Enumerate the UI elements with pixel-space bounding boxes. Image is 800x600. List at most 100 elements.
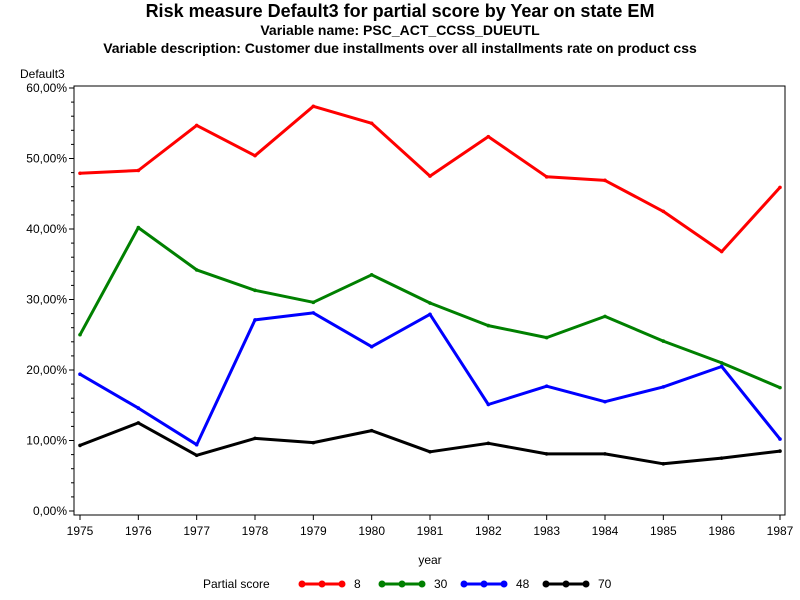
series-line-70 xyxy=(79,421,781,466)
x-tick-label: 1982 xyxy=(475,524,502,538)
x-tick-label: 1986 xyxy=(708,524,735,538)
x-tick-label: 1987 xyxy=(767,524,794,538)
data-point-70 xyxy=(311,440,316,445)
data-point-70 xyxy=(194,453,199,458)
data-point-48 xyxy=(253,318,257,322)
data-point-70 xyxy=(661,461,666,466)
y-tick-label: 40,00% xyxy=(26,222,67,236)
data-point-30 xyxy=(78,332,82,337)
data-point-70 xyxy=(719,456,724,460)
data-point-48 xyxy=(544,384,549,389)
data-point-48 xyxy=(719,364,724,369)
y-axis-label: Default3 xyxy=(20,67,65,81)
legend-marker-8 xyxy=(338,580,346,588)
data-point-48 xyxy=(486,402,491,407)
data-point-48 xyxy=(78,372,82,377)
y-axis: 0,00% 10,00% 20,00% 30,00% 40,00% 50,00% 60,00… xyxy=(26,81,74,518)
legend-marker-48 xyxy=(460,580,468,588)
x-tick-label: 1976 xyxy=(125,524,152,538)
series-lines xyxy=(78,104,782,466)
x-tick-label: 1978 xyxy=(242,524,269,538)
legend-title: Partial score xyxy=(203,577,270,591)
data-point-8 xyxy=(544,175,549,179)
data-point-30 xyxy=(369,273,374,277)
data-point-70 xyxy=(544,452,549,456)
data-point-70 xyxy=(136,421,141,425)
data-point-30 xyxy=(311,300,316,305)
data-point-70 xyxy=(253,436,257,441)
x-tick-label: 1984 xyxy=(592,524,619,538)
data-point-48 xyxy=(778,437,782,441)
legend-marker-30 xyxy=(398,580,406,588)
x-axis: 1975 1976 1977 1978 1979 1980 1981 1982 1983 1984… xyxy=(67,515,794,538)
x-tick-label: 1981 xyxy=(417,524,444,538)
data-point-8 xyxy=(253,153,257,158)
data-point-8 xyxy=(369,121,374,126)
data-point-70 xyxy=(78,443,82,448)
y-tick-label: 20,00% xyxy=(26,363,67,377)
series-line-8 xyxy=(79,104,782,254)
data-point-8 xyxy=(136,168,141,173)
x-tick-label: 1980 xyxy=(358,524,385,538)
legend-marker-70 xyxy=(542,580,550,588)
data-point-8 xyxy=(603,178,607,183)
data-point-8 xyxy=(661,209,666,214)
data-point-48 xyxy=(194,442,199,447)
data-point-8 xyxy=(311,104,316,109)
series-line-30 xyxy=(78,226,781,389)
chart-subtitle-variable-description: Variable description: Customer due insta… xyxy=(103,40,697,56)
legend-marker-70 xyxy=(582,580,590,588)
data-point-8 xyxy=(194,123,199,128)
data-point-8 xyxy=(428,174,432,178)
data-point-30 xyxy=(778,385,782,390)
x-tick-label: 1979 xyxy=(300,524,327,538)
legend-label-70: 70 xyxy=(598,577,612,591)
data-point-30 xyxy=(603,314,607,319)
data-point-30 xyxy=(661,339,666,343)
legend-marker-30 xyxy=(418,580,426,588)
legend-marker-8 xyxy=(318,580,326,588)
data-point-48 xyxy=(603,399,607,404)
y-tick-label: 50,00% xyxy=(26,152,67,166)
legend-marker-48 xyxy=(500,580,508,588)
data-point-30 xyxy=(544,335,549,340)
data-point-48 xyxy=(661,385,666,389)
y-tick-label: 60,00% xyxy=(26,81,67,95)
data-point-8 xyxy=(778,185,782,190)
x-tick-label: 1977 xyxy=(183,524,210,538)
data-point-30 xyxy=(486,323,491,328)
data-point-70 xyxy=(369,428,374,433)
legend-label-48: 48 xyxy=(516,577,530,591)
x-tick-label: 1985 xyxy=(650,524,677,538)
data-point-8 xyxy=(486,134,491,139)
data-point-70 xyxy=(778,449,782,453)
data-point-70 xyxy=(428,449,432,454)
data-point-30 xyxy=(136,225,141,230)
legend-marker-70 xyxy=(562,580,570,588)
legend-label-30: 30 xyxy=(434,577,448,591)
data-point-8 xyxy=(78,171,82,176)
legend-marker-30 xyxy=(378,580,386,588)
legend-label-8: 8 xyxy=(354,577,361,591)
data-point-48 xyxy=(136,406,141,410)
series-line-48 xyxy=(79,311,782,447)
data-point-70 xyxy=(603,452,607,456)
data-point-30 xyxy=(194,268,199,272)
y-tick-label: 0,00% xyxy=(33,504,67,518)
data-point-48 xyxy=(311,311,316,315)
data-point-48 xyxy=(369,344,374,349)
x-tick-label: 1983 xyxy=(533,524,560,538)
chart-subtitle-variable-name: Variable name: PSC_ACT_CCSS_DUEUTL xyxy=(260,22,540,38)
legend-marker-48 xyxy=(480,580,488,588)
legend: 8 30 48 70 xyxy=(298,577,612,591)
legend-marker-8 xyxy=(298,580,306,588)
data-point-30 xyxy=(253,288,257,293)
x-axis-label: year xyxy=(418,553,441,567)
y-tick-label: 10,00% xyxy=(26,434,67,448)
data-point-70 xyxy=(486,441,491,446)
y-tick-label: 30,00% xyxy=(26,293,67,307)
data-point-30 xyxy=(719,361,724,365)
data-point-48 xyxy=(428,312,432,317)
data-point-8 xyxy=(719,249,724,254)
